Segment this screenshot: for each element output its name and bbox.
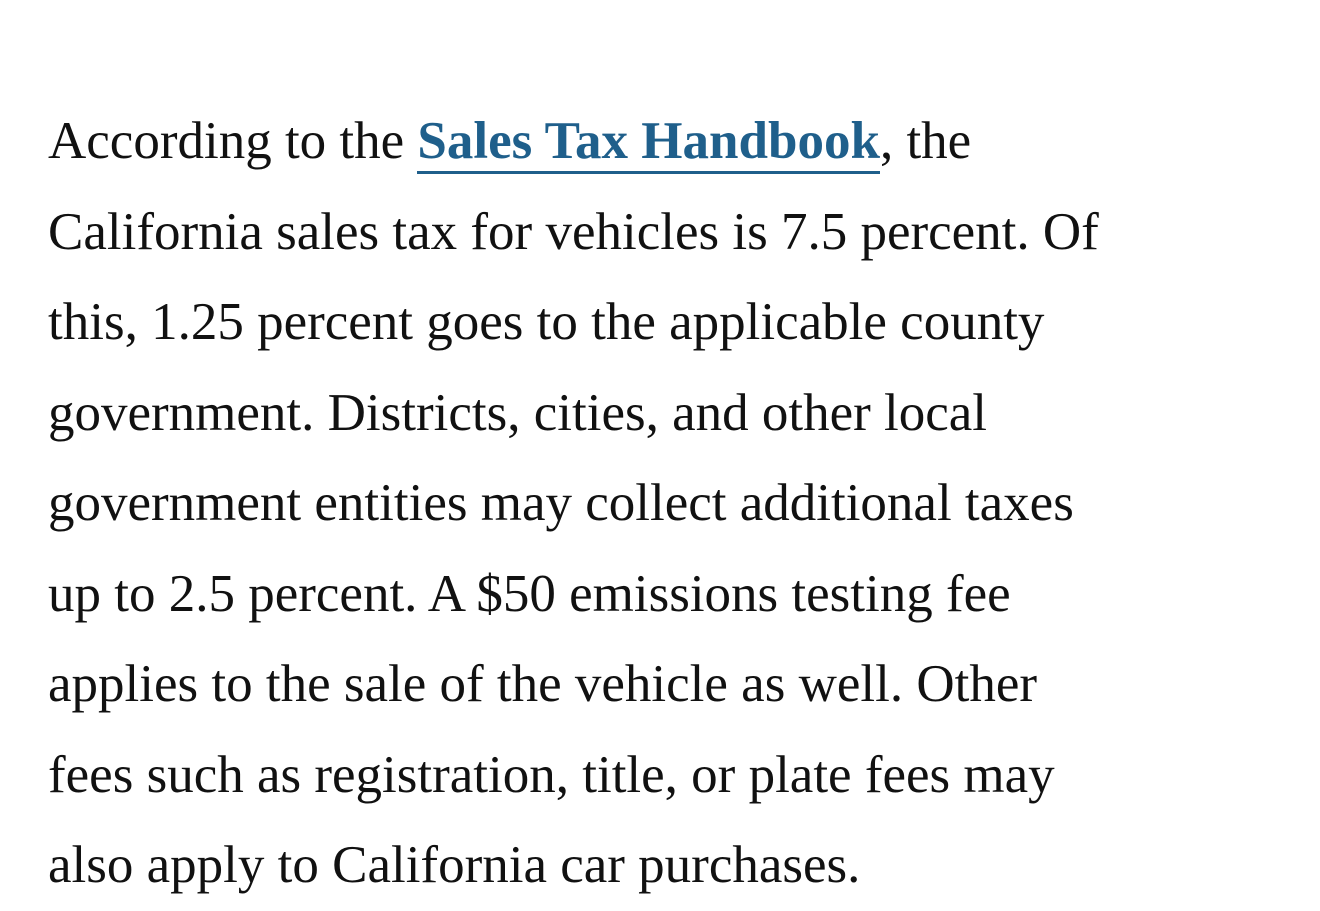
line-text: According to the xyxy=(48,112,418,170)
paragraph-line: applies to the sale of the vehicle as we… xyxy=(48,655,1037,713)
paragraph-line: up to 2.5 percent. A $50 emissions testi… xyxy=(48,564,1011,623)
paragraph-line: government entities may collect addition… xyxy=(48,474,1074,532)
paragraph-line: this, 1.25 percent goes to the applicabl… xyxy=(48,293,1045,351)
paragraph-line: According to the Sales Tax Handbook, the xyxy=(48,96,1099,187)
paragraph-line: fees such as registration, title, or pla… xyxy=(48,745,1055,804)
paragraph-line: California sales tax for vehicles is 7.5… xyxy=(48,202,1099,261)
sales-tax-handbook-link[interactable]: Sales Tax Handbook xyxy=(417,112,880,174)
article-paragraph: According to the Sales Tax Handbook, the… xyxy=(48,96,1099,911)
paragraph-line: also apply to California car purchases. xyxy=(48,836,861,894)
line-text: , the xyxy=(879,112,972,170)
paragraph-line: government. Districts, cities, and other… xyxy=(48,383,988,442)
